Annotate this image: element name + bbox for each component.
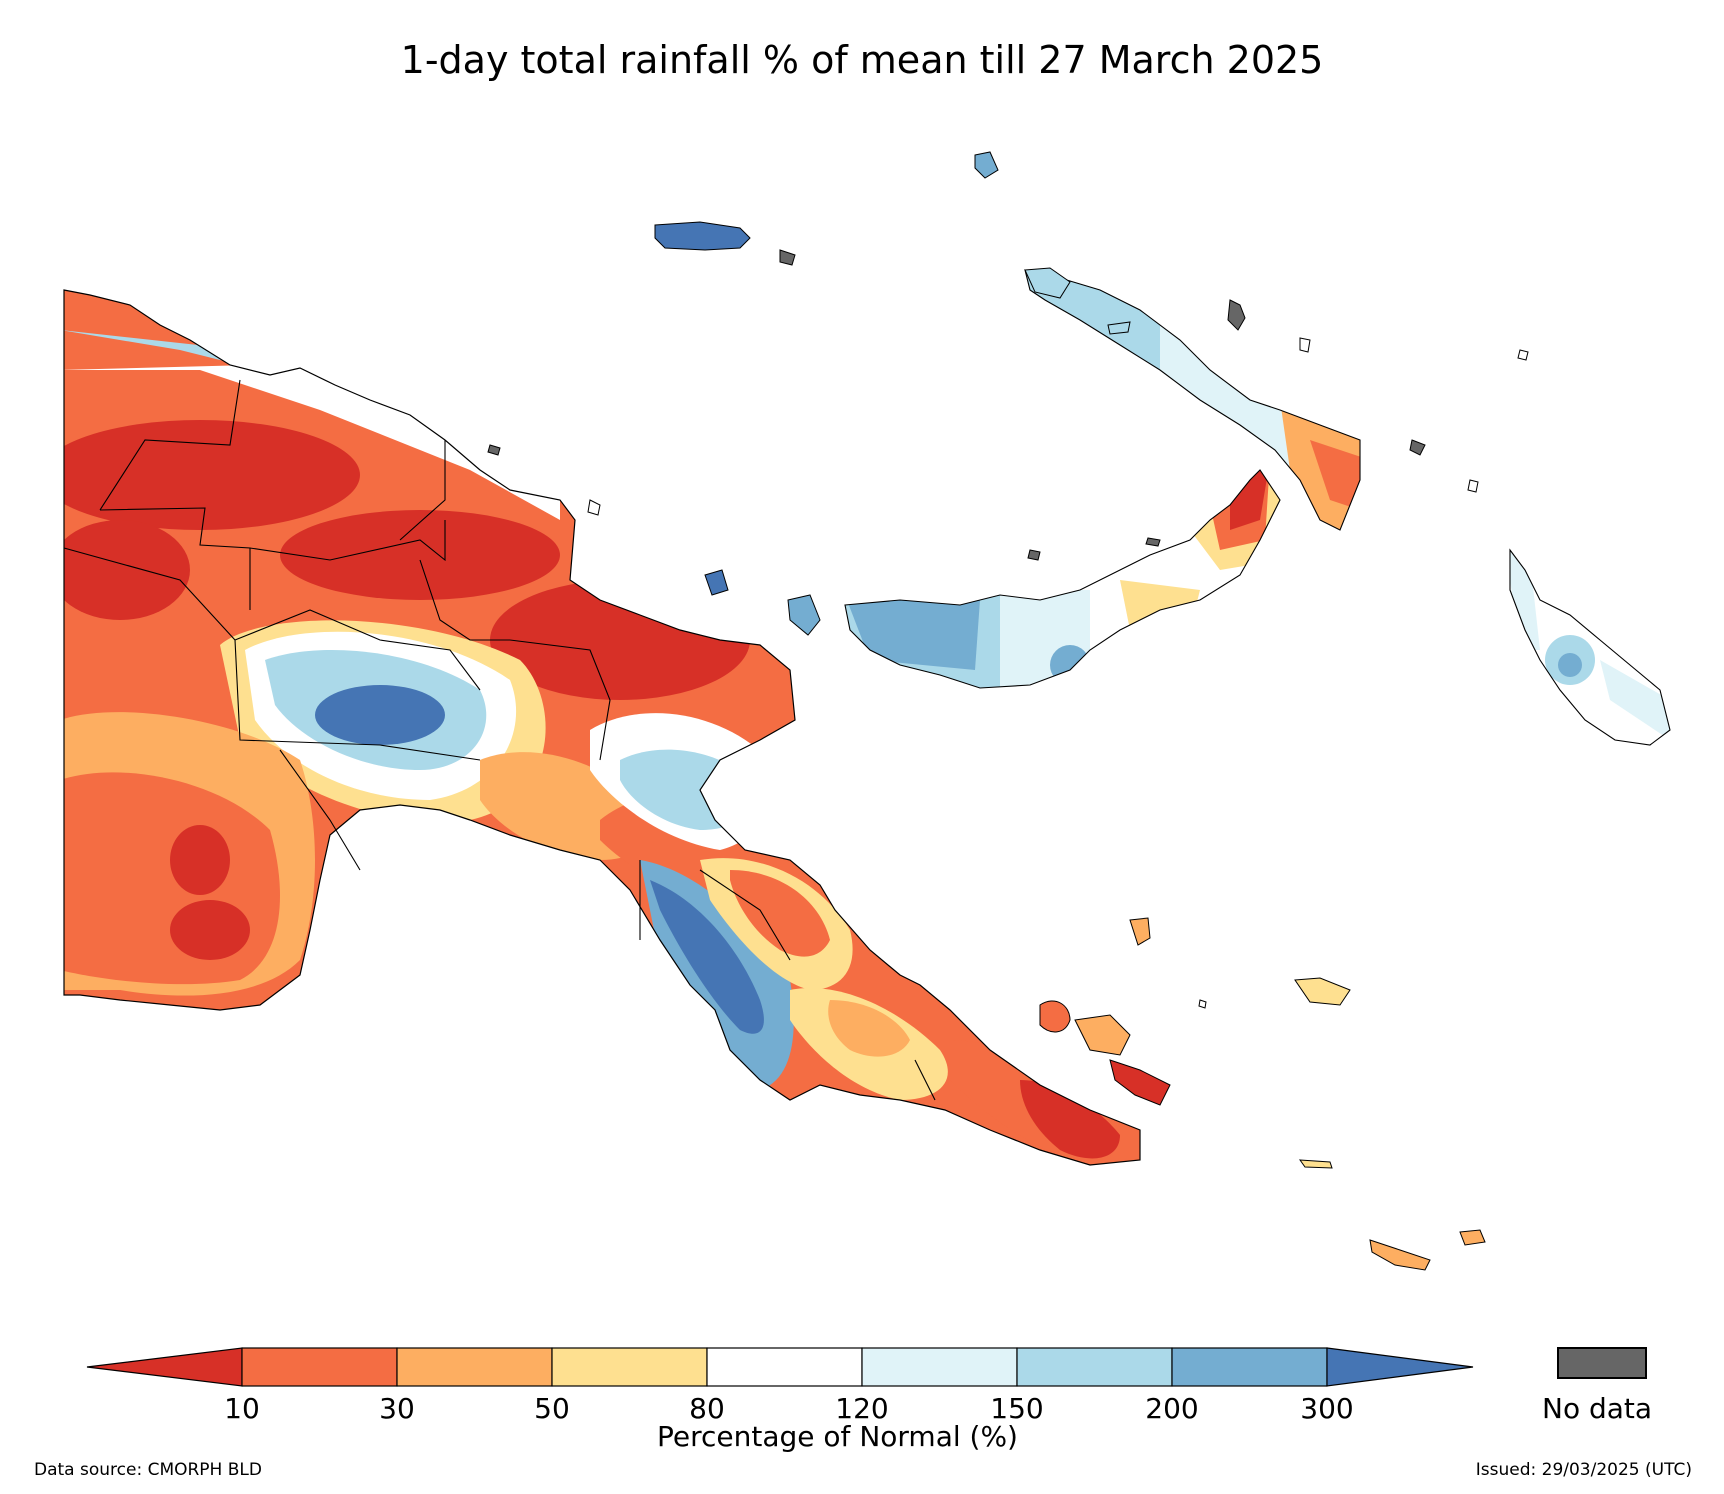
map-title: 1-day total rainfall % of mean till 27 M… bbox=[400, 38, 1324, 82]
colorbar-extend-low bbox=[86, 1347, 243, 1387]
colorbar-tick-150: 150 bbox=[990, 1392, 1044, 1425]
colorbar-tick-300: 300 bbox=[1300, 1392, 1354, 1425]
colorbar-bin-150-200 bbox=[1016, 1347, 1173, 1387]
colorbar-tick-50: 50 bbox=[534, 1392, 570, 1425]
nodata-swatch bbox=[1557, 1347, 1647, 1379]
nodata-label: No data bbox=[1542, 1392, 1653, 1425]
data-source: Data source: CMORPH BLD bbox=[34, 1460, 262, 1480]
colorbar-bin-30-50 bbox=[396, 1347, 553, 1387]
colorbar bbox=[86, 1347, 1474, 1387]
colorbar-tick-10: 10 bbox=[224, 1392, 260, 1425]
colorbar-bin-120-150 bbox=[861, 1347, 1018, 1387]
colorbar-tick-120: 120 bbox=[835, 1392, 889, 1425]
colorbar-label: Percentage of Normal (%) bbox=[657, 1420, 1018, 1453]
rainfall-map bbox=[63, 151, 1671, 1271]
issued-date: Issued: 29/03/2025 (UTC) bbox=[1475, 1460, 1692, 1480]
colorbar-tick-80: 80 bbox=[689, 1392, 725, 1425]
colorbar-bin-80-120 bbox=[706, 1347, 863, 1387]
colorbar-tick-30: 30 bbox=[379, 1392, 415, 1425]
colorbar-bin-50-80 bbox=[551, 1347, 708, 1387]
colorbar-extend-high bbox=[1326, 1347, 1474, 1387]
colorbar-bin-10-30 bbox=[241, 1347, 398, 1387]
colorbar-tick-200: 200 bbox=[1145, 1392, 1199, 1425]
colorbar-bin-200-300 bbox=[1171, 1347, 1328, 1387]
